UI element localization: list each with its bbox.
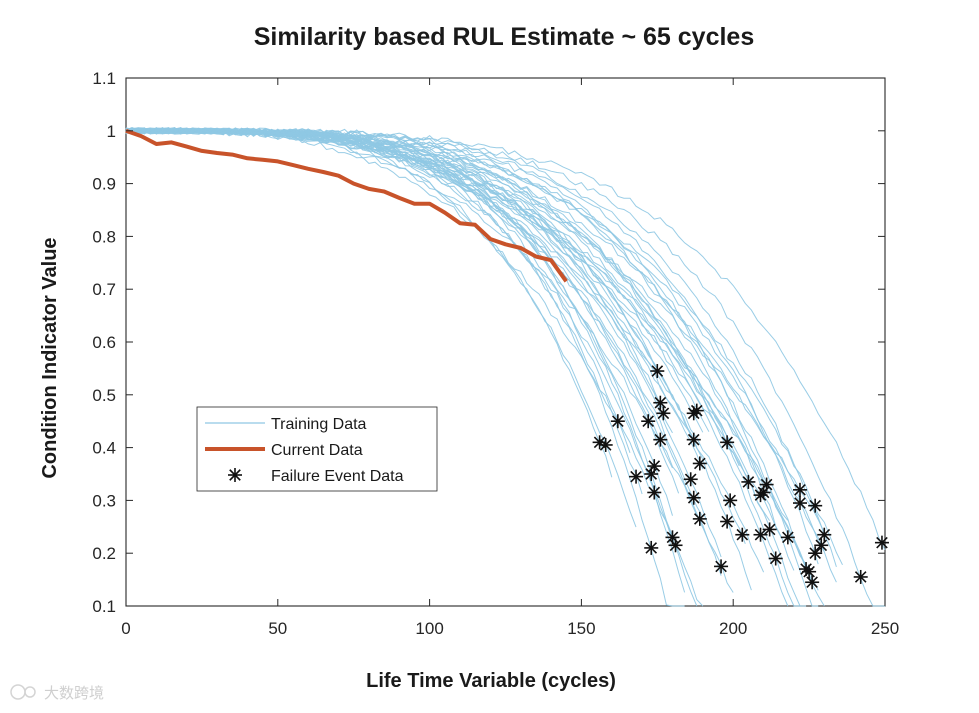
- failure-point: [735, 527, 750, 542]
- failure-point: [741, 474, 756, 489]
- y-tick-label: 1: [107, 122, 116, 141]
- training-curve: [125, 127, 734, 593]
- failure-point: [647, 459, 662, 474]
- failure-point: [692, 511, 707, 526]
- failure-point: [753, 527, 768, 542]
- failure-point: [650, 364, 665, 379]
- y-tick-label: 0.6: [92, 333, 116, 352]
- failure-point: [668, 538, 683, 553]
- watermark: 大数跨境: [10, 684, 104, 702]
- failure-point: [874, 535, 889, 550]
- x-tick-label: 250: [871, 619, 899, 638]
- failure-point: [692, 456, 707, 471]
- y-tick-label: 0.4: [92, 439, 116, 458]
- failure-point: [644, 540, 659, 555]
- failure-point: [814, 538, 829, 553]
- y-tick-label: 0.8: [92, 227, 116, 246]
- failure-point: [714, 559, 729, 574]
- failure-point: [686, 432, 701, 447]
- current-series: [125, 128, 568, 283]
- failure-point: [759, 477, 774, 492]
- failure-point: [629, 469, 644, 484]
- failure-point: [598, 437, 613, 452]
- failure-point: [720, 435, 735, 450]
- x-tick-label: 200: [719, 619, 747, 638]
- watermark-text: 大数跨境: [44, 684, 104, 702]
- y-tick-label: 0.7: [92, 280, 116, 299]
- y-axis-label: Condition Indicator Value: [39, 237, 61, 478]
- failure-point: [656, 406, 671, 421]
- legend: Training Data Current Data Failure Event…: [196, 406, 438, 492]
- y-tick-label: 0.2: [92, 544, 116, 563]
- failure-point: [641, 414, 656, 429]
- failure-point: [780, 530, 795, 545]
- current-data-line: [125, 128, 568, 283]
- failure-point: [610, 414, 625, 429]
- x-tick-label: 0: [121, 619, 130, 638]
- legend-failure-label: Failure Event Data: [271, 468, 404, 485]
- failure-points: [592, 364, 889, 590]
- legend-training-label: Training Data: [271, 416, 367, 433]
- failure-point: [808, 498, 823, 513]
- legend-current-label: Current Data: [271, 442, 363, 459]
- failure-point: [689, 403, 704, 418]
- failure-point: [768, 551, 783, 566]
- training-curve: [125, 127, 813, 581]
- legend-failure-marker: [228, 468, 242, 482]
- y-tick-label: 0.5: [92, 386, 116, 405]
- training-curve: [125, 127, 837, 568]
- axis-ticks: 0 50 100 150 200 250 0.1 0.2 0.3 0.4 0.5 0.6 0.7 0.8 0…: [92, 69, 899, 638]
- failure-point: [723, 493, 738, 508]
- failure-point: [792, 482, 807, 497]
- x-axis-label: Life Time Variable (cycles): [366, 670, 616, 692]
- failure-point: [686, 490, 701, 505]
- failure-point: [817, 527, 832, 542]
- failure-point: [653, 432, 668, 447]
- training-curve: [125, 127, 886, 551]
- watermark-logo-icon-small: [24, 686, 36, 698]
- training-curve: [125, 127, 885, 607]
- failure-point: [853, 569, 868, 584]
- failure-point: [792, 496, 807, 511]
- training-curves: [125, 127, 886, 607]
- chart-title: Similarity based RUL Estimate ~ 65 cycle…: [254, 23, 755, 51]
- failure-point: [805, 575, 820, 590]
- training-curve: [125, 127, 783, 539]
- failure-point: [683, 472, 698, 487]
- y-tick-label: 0.9: [92, 175, 116, 194]
- failure-point: [808, 546, 823, 561]
- failure-point: [592, 435, 607, 450]
- failure-point: [720, 514, 735, 529]
- failure-point: [802, 564, 817, 579]
- y-tick-label: 0.1: [92, 597, 116, 616]
- x-tick-label: 50: [268, 619, 287, 638]
- legend-failure-star: [228, 468, 242, 482]
- x-tick-label: 100: [415, 619, 443, 638]
- training-curve: [125, 127, 789, 521]
- y-tick-label: 0.3: [92, 491, 116, 510]
- y-tick-label: 1.1: [92, 69, 116, 88]
- x-tick-label: 150: [567, 619, 595, 638]
- training-curve: [125, 127, 825, 533]
- failure-point: [653, 395, 668, 410]
- plot-area: [125, 77, 886, 607]
- failure-point: [647, 485, 662, 500]
- failure-point: [762, 522, 777, 537]
